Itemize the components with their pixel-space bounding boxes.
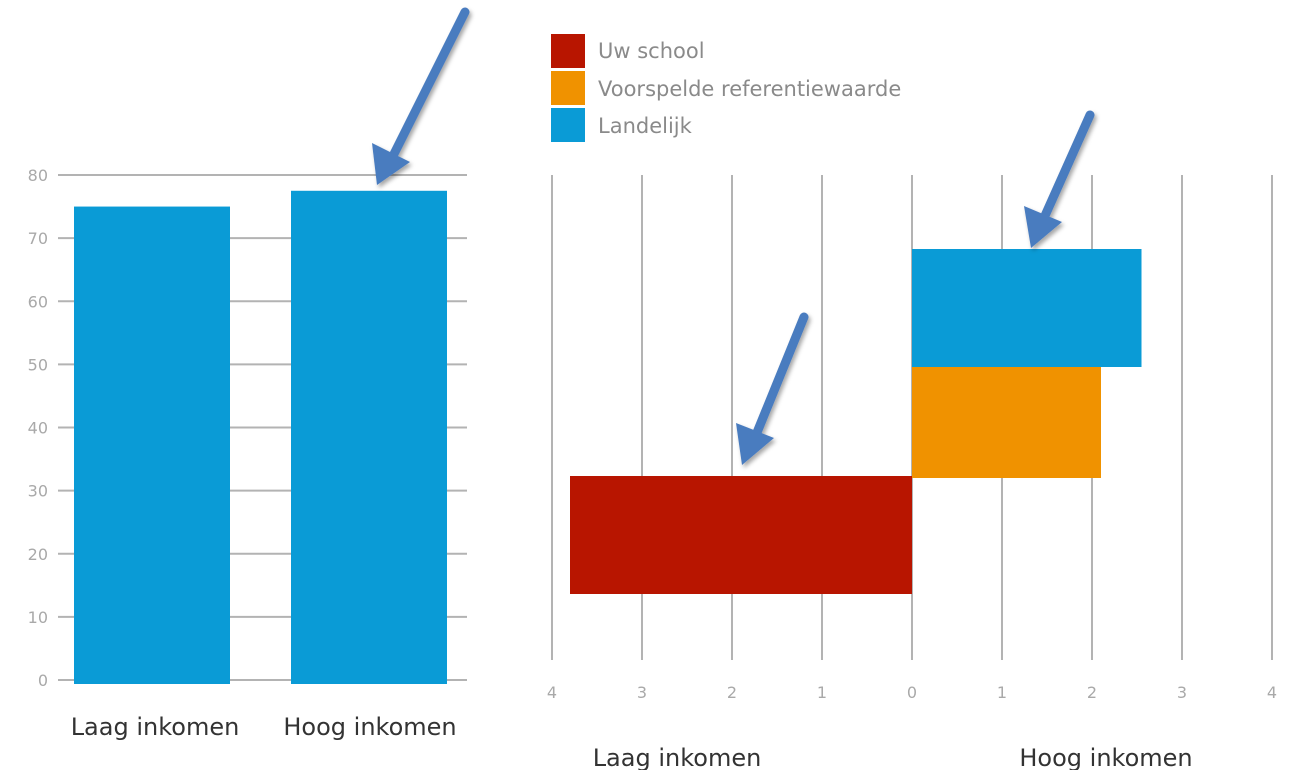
arrow-uw-school-bar [736, 312, 809, 465]
left-y-tick-label: 0 [38, 671, 48, 690]
right-x-tick-labels: 4 3 2 1 0 1 2 3 4 [547, 683, 1277, 702]
right-bar [912, 249, 1142, 367]
left-y-tick-label: 80 [28, 166, 48, 185]
right-x-tick-label: 1 [997, 683, 1007, 702]
legend-label-uw-school: Uw school [598, 39, 705, 63]
right-bar [570, 476, 912, 594]
left-y-tick-label: 10 [28, 608, 48, 627]
legend-label-landelijk: Landelijk [598, 114, 693, 138]
left-y-tick-label: 40 [28, 419, 48, 438]
right-group-label-laag: Laag inkomen [593, 744, 762, 770]
left-y-tick-label: 20 [28, 545, 48, 564]
right-bars [570, 249, 1142, 594]
right-bar [912, 367, 1101, 478]
right-group-label-hoog: Hoog inkomen [1019, 744, 1192, 770]
arrow-landelijk-bar [1024, 110, 1095, 248]
left-y-tick-label: 60 [28, 292, 48, 311]
right-x-tick-label: 4 [1267, 683, 1277, 702]
left-y-tick-label: 50 [28, 355, 48, 374]
legend-swatch-voorspelde [551, 71, 585, 105]
right-x-tick-label: 0 [907, 683, 917, 702]
left-bar [291, 190, 447, 684]
annotation-arrows [372, 7, 1095, 465]
left-y-tick-labels: 0 10 20 30 40 50 60 70 80 [28, 166, 48, 690]
right-diverging-chart: Uw school Voorspelde referentiewaarde La… [547, 34, 1277, 770]
left-y-tick-label: 30 [28, 482, 48, 501]
left-bar-chart: 0 10 20 30 40 50 60 70 80 Laag inkomen Hoog inko… [28, 166, 467, 741]
legend-label-voorspelde: Voorspelde referentiewaarde [598, 77, 901, 101]
arrow-left-chart [372, 7, 470, 185]
right-x-tick-label: 1 [817, 683, 827, 702]
left-y-tick-label: 70 [28, 229, 48, 248]
legend: Uw school Voorspelde referentiewaarde La… [551, 34, 901, 142]
left-category-label-laag: Laag inkomen [71, 713, 240, 741]
legend-swatch-uw-school [551, 34, 585, 68]
right-x-tick-label: 3 [637, 683, 647, 702]
right-x-tick-label: 3 [1177, 683, 1187, 702]
left-bars [74, 190, 447, 684]
right-x-tick-label: 4 [547, 683, 557, 702]
left-category-label-hoog: Hoog inkomen [283, 713, 456, 741]
right-x-tick-label: 2 [1087, 683, 1097, 702]
right-x-tick-label: 2 [727, 683, 737, 702]
legend-swatch-landelijk [551, 108, 585, 142]
left-bar [74, 206, 230, 684]
